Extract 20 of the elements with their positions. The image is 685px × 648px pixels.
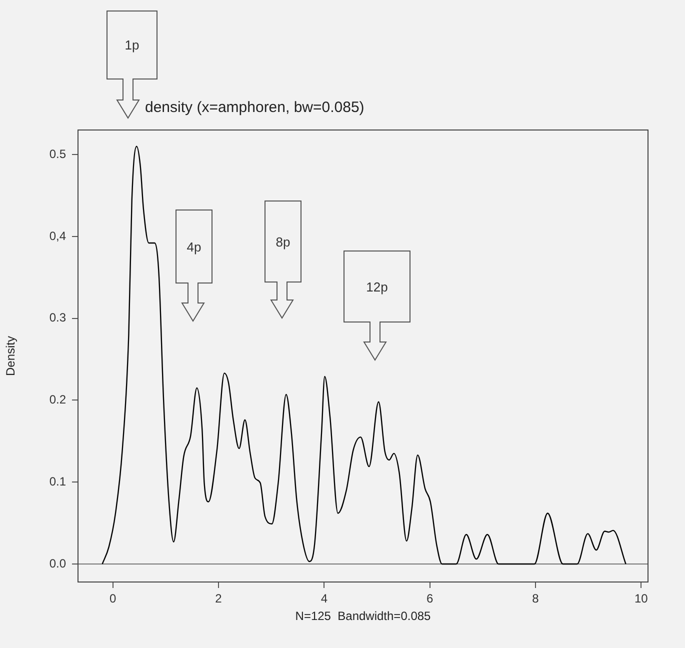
y-tick-label: 0.0 (49, 556, 66, 570)
x-tick-label: 2 (215, 592, 222, 606)
x-tick-label: 6 (426, 592, 434, 606)
annotation: 12p (366, 279, 388, 294)
x-axis-title: N=125 Bandwidth=0.085 (295, 609, 432, 624)
y-tick-label: 0.3 (49, 310, 66, 325)
text: 1p (124, 38, 140, 52)
y-tick-label: 0,4 (49, 228, 66, 243)
annotation: 8p (276, 234, 290, 249)
x-tick-label: 10 (634, 592, 648, 606)
chart-title: density (x=amphoren, bw=0.085) (145, 99, 364, 116)
x-tick-label: 8 (532, 592, 540, 606)
y-tick-label: 0.2 (49, 392, 66, 407)
y-tick-label: 0.5 (49, 146, 66, 161)
y-tick-label: 0.1 (49, 474, 66, 488)
x-tick-label: 0 (110, 592, 117, 606)
line-series (102, 146, 626, 565)
y-axis-title: Density (4, 336, 18, 376)
annotation: 4p (186, 239, 202, 254)
x-tick-label: 4 (320, 592, 328, 606)
